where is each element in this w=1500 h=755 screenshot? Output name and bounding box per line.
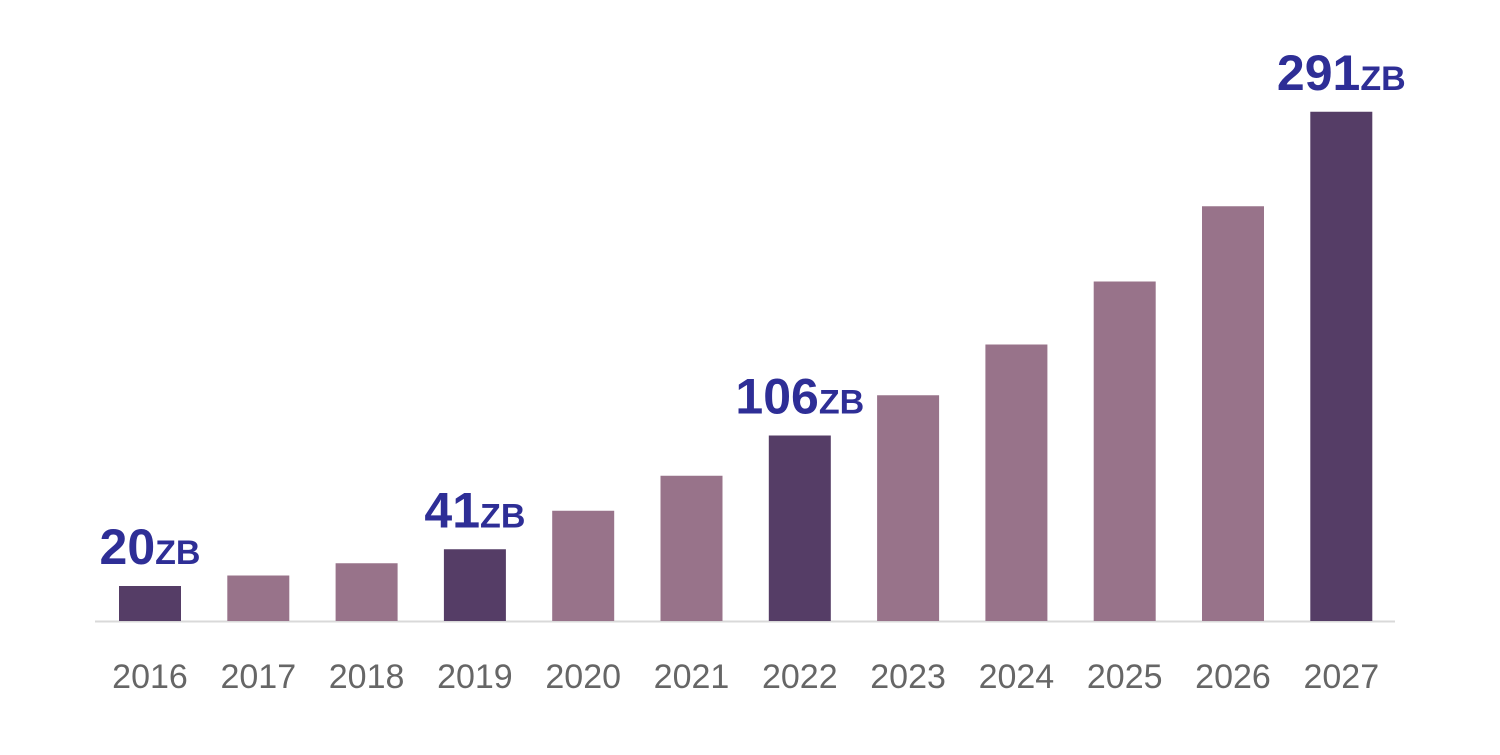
x-tick-label-2021: 2021	[654, 658, 730, 696]
bar-2020	[552, 510, 615, 621]
bar-2019	[443, 549, 506, 621]
data-label-unit: ZB	[480, 497, 525, 535]
bar-2017	[227, 575, 290, 621]
bar-2023	[877, 395, 940, 621]
data-label-2019: 41ZB	[424, 482, 525, 538]
data-label-2022: 106ZB	[735, 369, 864, 425]
x-tick-label-2026: 2026	[1195, 658, 1271, 696]
x-tick-label-2017: 2017	[220, 658, 296, 696]
x-tick-label-2016: 2016	[112, 658, 188, 696]
x-tick-label-2019: 2019	[437, 658, 513, 696]
bar-2027	[1310, 111, 1373, 621]
bar-2016	[119, 586, 181, 621]
x-tick-label-2020: 2020	[545, 658, 621, 696]
bar-2026	[1202, 206, 1264, 621]
x-tick-label-2022: 2022	[762, 658, 838, 696]
data-label-2027: 291ZB	[1277, 45, 1406, 101]
x-tick-label-2027: 2027	[1303, 658, 1379, 696]
data-label-value: 20	[100, 519, 156, 575]
data-label-unit: ZB	[819, 384, 864, 422]
bar-2025	[1093, 281, 1156, 621]
x-tick-label-2023: 2023	[870, 658, 946, 696]
data-label-value: 106	[735, 369, 818, 425]
bar-2024	[985, 344, 1048, 621]
bar-2022	[768, 435, 831, 621]
bar-2021	[660, 475, 723, 621]
data-label-2016: 20ZB	[100, 519, 201, 575]
x-tick-label-2018: 2018	[329, 658, 405, 696]
bar-2018	[335, 563, 398, 621]
data-label-value: 291	[1277, 45, 1360, 101]
data-label-unit: ZB	[155, 534, 200, 572]
data-label-value: 41	[424, 482, 480, 538]
x-tick-label-2025: 2025	[1087, 658, 1163, 696]
x-tick-label-2024: 2024	[979, 658, 1055, 696]
data-label-unit: ZB	[1360, 60, 1405, 98]
